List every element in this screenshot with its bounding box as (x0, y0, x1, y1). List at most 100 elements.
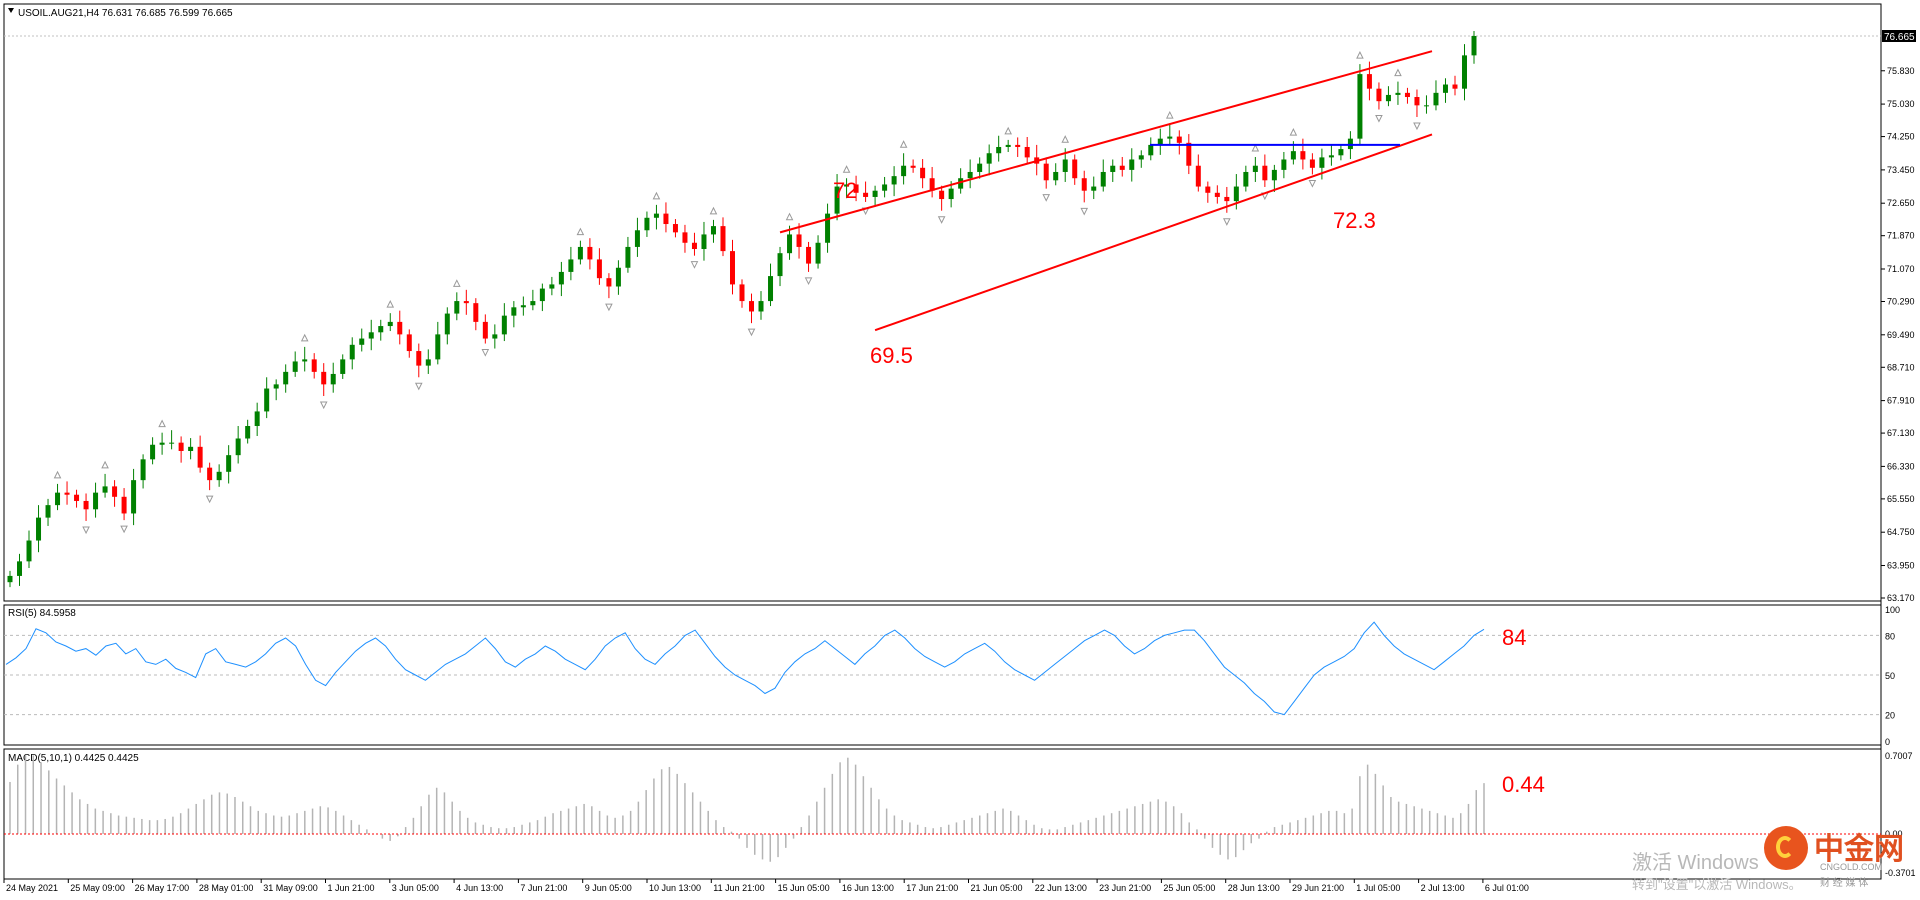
candle-body (1461, 55, 1467, 89)
candle-body (1290, 151, 1296, 160)
windows-activation-hint: 转到"设置"以激活 Windows。 (1632, 877, 1802, 892)
candle-body (1376, 88, 1382, 102)
candle-body (920, 167, 926, 179)
fractal-down-marker (205, 495, 214, 504)
candlestick-series (7, 31, 1477, 588)
fractal-up-marker (1356, 50, 1364, 59)
candle-body (340, 359, 346, 374)
chart-menu-arrow-icon[interactable] (8, 8, 14, 13)
macd-histogram (9, 755, 1485, 862)
fractal-down-marker (1308, 179, 1317, 188)
candle-body (55, 492, 61, 506)
candle-body (283, 371, 289, 385)
candle-body (482, 321, 488, 339)
price-axis-label: 74.250 (1887, 132, 1915, 142)
candle-body (996, 146, 1002, 154)
time-axis-label: 7 Jun 21:00 (520, 883, 567, 893)
price-axis-label: 71.870 (1887, 231, 1915, 241)
candle-body (1319, 157, 1325, 168)
candle-body (121, 496, 127, 514)
fractal-up-marker (53, 470, 62, 479)
channel-lower-line[interactable] (874, 133, 1433, 332)
candle-body (853, 184, 859, 193)
channel-upper-line[interactable] (779, 50, 1433, 234)
candle-body (758, 301, 764, 312)
candle-body (1138, 155, 1144, 160)
candle-body (739, 284, 745, 302)
macd-value-annotation: 0.44 (1502, 772, 1545, 797)
candle-body (435, 334, 441, 360)
fractal-down-marker (804, 277, 813, 286)
candle-body (1119, 165, 1125, 170)
time-axis-label: 21 Jun 05:00 (971, 883, 1023, 893)
fractal-up-marker (386, 300, 395, 308)
candle-body (720, 226, 726, 252)
candle-body (948, 188, 954, 200)
candle-body (501, 315, 507, 335)
candle-body (131, 480, 137, 514)
price-axis-label: 73.450 (1887, 165, 1915, 175)
candle-body (901, 165, 907, 177)
candle-body (245, 426, 251, 439)
fractal-up-marker (1394, 68, 1402, 77)
candle-body (349, 344, 355, 360)
candle-body (74, 494, 80, 501)
candle-body (1262, 165, 1268, 181)
fractal-down-marker (937, 216, 946, 224)
candle-body (644, 217, 650, 231)
candle-body (1395, 92, 1401, 95)
candle-body (815, 242, 821, 264)
candle-body (26, 540, 32, 562)
fractal-up-marker (652, 191, 661, 200)
price-axis-label: 66.330 (1887, 461, 1915, 471)
candle-body (216, 471, 222, 481)
candle-body (1309, 159, 1315, 168)
price-axis-label: 63.170 (1887, 593, 1915, 603)
fractal-up-marker (1289, 128, 1298, 136)
fractal-down-marker (481, 349, 490, 357)
candle-body (977, 163, 983, 172)
rsi-value-annotation: 84 (1502, 625, 1526, 650)
time-axis-label: 29 Jun 21:00 (1292, 883, 1344, 893)
cngold-site: CNGOLD.COM (1820, 862, 1883, 872)
candle-body (710, 226, 716, 235)
fractal-up-marker (158, 419, 166, 428)
candle-body (264, 388, 270, 412)
cngold-media: 财 经 媒 体 (1820, 878, 1869, 889)
candle-body (606, 278, 612, 287)
price-axis-label: 71.070 (1887, 264, 1915, 274)
candle-body (36, 517, 42, 541)
candle-body (321, 371, 327, 385)
candle-body (197, 446, 203, 468)
candle-body (17, 561, 23, 576)
cngold-logo-icon (1764, 826, 1808, 870)
time-axis-label: 11 Jun 21:00 (713, 883, 764, 893)
fractal-up-marker (1165, 110, 1174, 119)
candle-body (986, 153, 992, 164)
main-price-panel[interactable] (3, 3, 1882, 602)
candle-body (273, 384, 279, 389)
macd-header: MACD(5,10,1) 0.4425 0.4425 (8, 753, 139, 764)
candle-body (1072, 159, 1078, 179)
candle-body (882, 184, 888, 191)
windows-activation-title: 激活 Windows (1632, 852, 1759, 874)
time-axis-label: 4 Jun 13:00 (456, 883, 503, 893)
fractal-up-marker (452, 279, 461, 287)
fractal-up-marker (1251, 143, 1260, 152)
price-axis-label: 68.710 (1887, 362, 1915, 372)
fractal-up-marker (101, 460, 109, 469)
candle-body (891, 176, 897, 185)
fractal-up-marker (785, 212, 794, 221)
candle-body (549, 284, 555, 289)
time-axis-label: 9 Jun 05:00 (585, 883, 632, 893)
candle-body (568, 259, 574, 272)
fractal-down-marker (1375, 115, 1383, 123)
fractal-up-marker (842, 165, 851, 173)
macd-panel[interactable] (3, 748, 1882, 880)
candle-body (1081, 178, 1087, 191)
candle-body (1148, 144, 1154, 156)
candle-body (1043, 163, 1049, 181)
rsi-level-lines: 100 80 50 20 0 (4, 605, 1900, 747)
candle-body (1214, 192, 1220, 197)
